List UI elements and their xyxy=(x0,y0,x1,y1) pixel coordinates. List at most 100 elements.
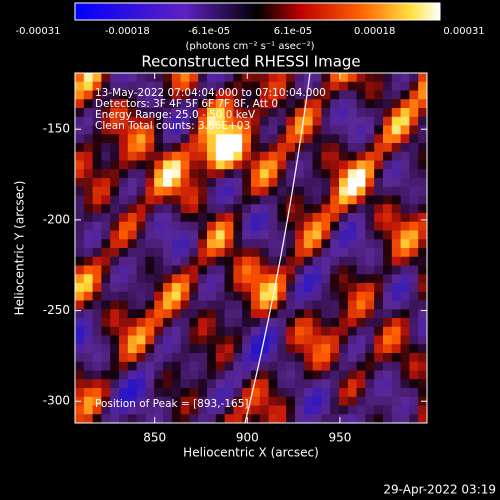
image-cell xyxy=(83,178,94,188)
image-cell xyxy=(233,300,243,310)
image-cell xyxy=(119,195,129,205)
image-cell xyxy=(321,274,331,284)
image-cell xyxy=(400,335,410,345)
image-cell xyxy=(347,405,358,415)
image-cell xyxy=(233,291,243,302)
image-cell xyxy=(339,160,349,170)
image-cell xyxy=(409,151,419,162)
image-cell xyxy=(374,221,384,232)
image-cell xyxy=(136,414,146,423)
image-cell xyxy=(391,230,402,240)
image-cell xyxy=(127,73,138,83)
image-cell xyxy=(145,186,155,197)
image-cell xyxy=(233,309,243,319)
image-cell xyxy=(303,186,314,197)
image-cell xyxy=(356,160,366,170)
image-cell xyxy=(409,178,419,188)
image-cell xyxy=(391,73,402,83)
image-cell xyxy=(136,186,146,197)
image-cell xyxy=(418,90,427,100)
image-cell xyxy=(224,108,234,118)
image-cell xyxy=(268,344,278,354)
image-cell xyxy=(347,248,358,258)
image-cell xyxy=(207,160,217,170)
image-cell xyxy=(295,396,305,407)
image-cell xyxy=(154,379,164,389)
image-cell xyxy=(330,125,340,135)
image-cell xyxy=(339,204,349,214)
image-cell xyxy=(136,361,146,372)
image-cell xyxy=(286,300,296,310)
image-cell xyxy=(127,256,138,267)
image-cell xyxy=(347,204,358,214)
image-cell xyxy=(136,143,146,153)
image-cell xyxy=(383,414,393,423)
image-cell xyxy=(101,169,111,179)
image-cell xyxy=(163,300,173,310)
image-cell xyxy=(119,353,129,363)
image-cell xyxy=(101,178,111,188)
image-cell xyxy=(92,256,102,267)
image-cell xyxy=(119,160,129,170)
image-cell xyxy=(286,405,296,415)
image-cell xyxy=(383,125,393,135)
image-cell xyxy=(92,151,102,162)
image-cell xyxy=(418,309,427,319)
image-cell xyxy=(242,90,252,100)
image-cell xyxy=(330,195,340,205)
image-cell xyxy=(242,309,252,319)
image-cell xyxy=(198,283,208,293)
image-cell xyxy=(198,143,208,153)
image-cell xyxy=(400,90,410,100)
image-cell xyxy=(145,178,155,188)
image-cell xyxy=(189,388,199,398)
image-cell xyxy=(110,283,120,293)
image-cell xyxy=(207,204,217,214)
image-cell xyxy=(312,99,322,109)
image-cell xyxy=(198,405,208,415)
image-cell xyxy=(233,230,243,240)
image-cell xyxy=(233,335,243,345)
image-cell xyxy=(145,291,155,302)
annotation: Detectors: 3F 4F 5F 6F 7F 8F, Att 0 xyxy=(95,98,278,110)
image-cell xyxy=(242,81,252,92)
image-cell xyxy=(418,405,427,415)
image-cell xyxy=(277,99,287,109)
image-cell xyxy=(295,379,305,389)
image-cell xyxy=(251,379,261,389)
image-cell xyxy=(75,239,85,249)
image-cell xyxy=(119,99,129,109)
image-cell xyxy=(171,81,182,92)
image-cell xyxy=(189,248,199,258)
image-cell xyxy=(400,239,410,249)
image-cell xyxy=(163,318,173,328)
image-cell xyxy=(330,405,340,415)
image-cell xyxy=(303,116,314,127)
image-cell xyxy=(189,405,199,415)
image-cell xyxy=(215,73,226,83)
image-cell xyxy=(75,309,85,319)
image-cell xyxy=(83,414,94,423)
image-cell xyxy=(110,213,120,223)
image-cell xyxy=(259,300,270,310)
image-cell xyxy=(286,318,296,328)
image-cell xyxy=(277,221,287,232)
image-cell xyxy=(180,309,190,319)
image-cell xyxy=(233,274,243,284)
image-cell xyxy=(189,335,199,345)
image-cell xyxy=(391,178,402,188)
image-cell xyxy=(356,151,366,162)
image-cell xyxy=(339,116,349,127)
image-cell xyxy=(145,99,155,109)
image-cell xyxy=(207,256,217,267)
image-cell xyxy=(339,300,349,310)
image-cell xyxy=(251,396,261,407)
image-cell xyxy=(127,81,138,92)
image-cell xyxy=(251,143,261,153)
image-cell xyxy=(418,221,427,232)
image-cell xyxy=(198,414,208,423)
image-cell xyxy=(136,388,146,398)
image-cell xyxy=(154,160,164,170)
image-cell xyxy=(295,81,305,92)
image-cell xyxy=(339,169,349,179)
